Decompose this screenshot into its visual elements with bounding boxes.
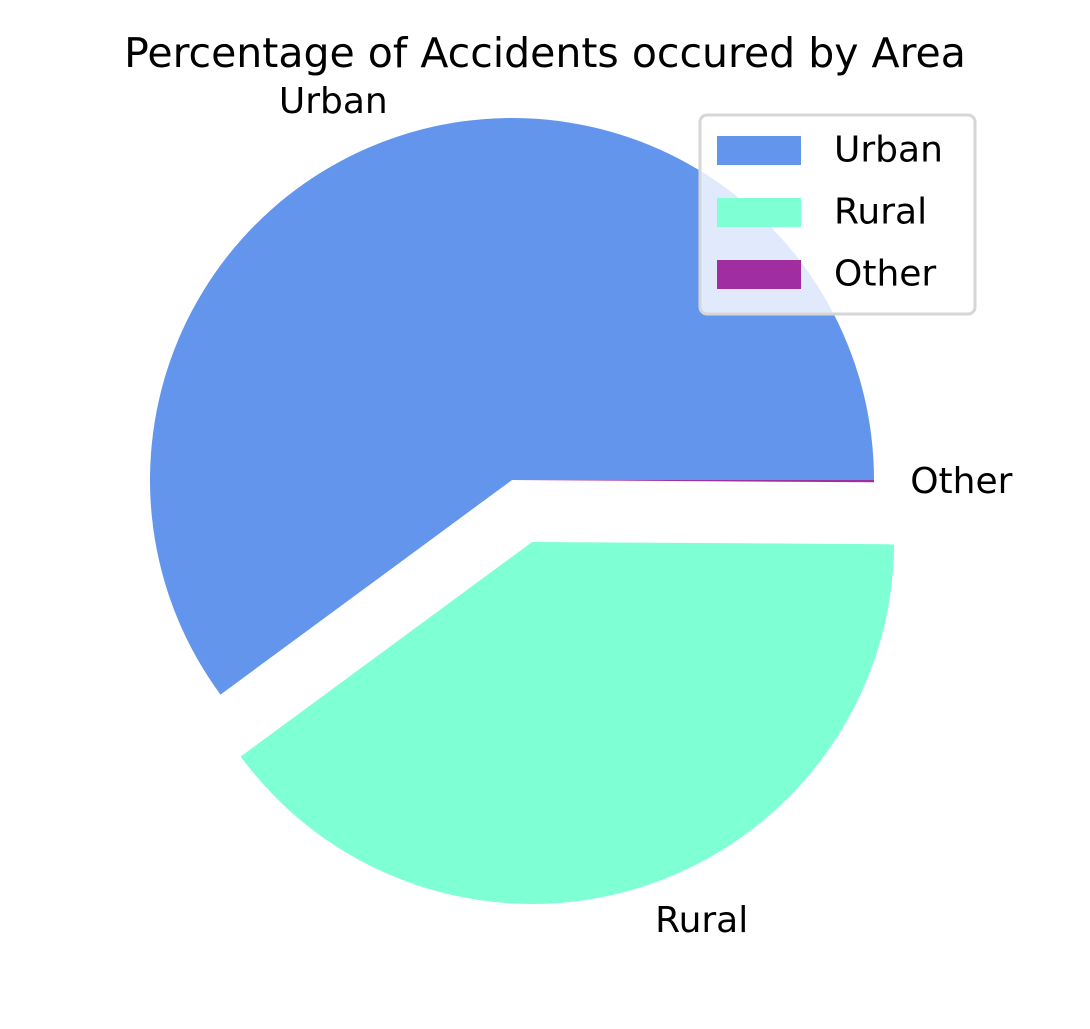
legend: Urban Rural Other [698, 113, 977, 316]
pie-slice-other [512, 480, 874, 483]
slice-label-urban: Urban [279, 81, 388, 122]
legend-label-rural: Rural [834, 192, 927, 233]
pie-slice-urban [150, 118, 874, 695]
legend-swatch-urban [717, 136, 801, 165]
pie-slices [150, 118, 895, 904]
pie-slice-rural [240, 541, 895, 904]
pie-slice-labels: Urban Rural Other [279, 81, 1013, 941]
legend-label-urban: Urban [834, 130, 943, 171]
legend-entries: Urban Rural Other [717, 130, 943, 295]
legend-swatch-rural [717, 198, 801, 227]
legend-label-other: Other [834, 254, 936, 295]
slice-label-other: Other [910, 461, 1012, 502]
legend-swatch-other [717, 260, 801, 289]
slice-label-rural: Rural [655, 900, 748, 941]
chart-title: Percentage of Accidents occured by Area [124, 29, 966, 77]
